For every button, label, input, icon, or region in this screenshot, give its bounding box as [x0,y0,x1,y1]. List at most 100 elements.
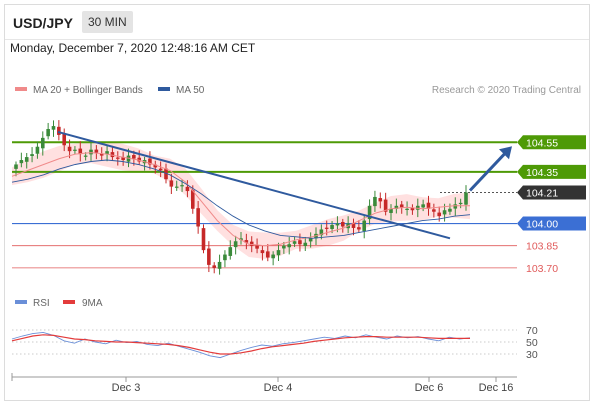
candle-body [30,154,34,157]
candle-body [378,198,383,202]
candle-body [260,250,265,254]
rsi-tick-70: 70 [526,325,538,337]
candle-body [164,168,168,180]
level-label-104-55: 104.55 [526,137,558,149]
candle-body [367,205,372,220]
candle-body [196,208,200,227]
candle-body [201,228,206,251]
time-tick-label: Dec 3 [112,382,141,394]
level-tag-104-55 [517,135,586,150]
candle-body [153,164,158,168]
candle-body [271,254,275,259]
rsi-tick-50: 50 [526,337,538,349]
timeframe-badge[interactable]: 30 MIN [82,11,133,33]
candle-body [340,221,345,227]
candle-body [373,196,377,207]
candle-body [239,238,243,241]
candle-body [169,180,174,187]
level-tag-104-35 [517,164,586,179]
rsi-tick-30: 30 [526,349,538,361]
candle-body [448,208,452,212]
candle-body [319,229,324,236]
candle-body [212,265,217,268]
candle-body [255,245,259,249]
level-tag-104-21 [517,185,586,200]
timestamp-label: Monday, December 7, 2020 12:48:16 AM CET [10,41,256,55]
level-label-104-00: 104.00 [526,219,558,231]
candle-body [303,242,308,246]
chart-frame: USD/JPY 30 MIN [4,4,590,401]
level-label-104-21: 104.21 [526,188,558,200]
candle-body [174,186,179,188]
time-axis: Dec 3 Dec 4 Dec 6 Dec 16 [11,373,517,394]
candle-body [464,192,468,205]
credit-label: Research © 2020 Trading Central [432,85,581,96]
candle-body [399,204,404,208]
candle-body [67,146,72,152]
level-label-103-85: 103.85 [526,241,558,253]
candle-body [244,240,249,243]
candle-body [330,225,334,229]
chart-header: USD/JPY 30 MIN [5,5,589,40]
ma20-line [11,152,470,247]
time-tick-label: Dec 6 [415,382,444,394]
candle-body [89,149,93,155]
candle-body [426,202,431,209]
candle-body [110,152,115,158]
ma9-legend-swatch [63,300,75,304]
candle-body [148,158,152,165]
candle-body [132,155,136,159]
candle-body [308,238,313,242]
candle-body [357,227,361,230]
ma50-line [11,159,471,239]
candle-body [287,244,292,248]
candle-body [298,240,302,245]
forecast-arrow-head [499,146,512,160]
price-pane: 104.55 104.35 104.21 104.00 103.85 103.70 [11,120,586,275]
candle-body [99,154,104,156]
candle-body [51,126,56,130]
candle-body [46,129,50,137]
time-tick-label: Dec 4 [264,382,293,394]
forecast-arrow-shaft [468,151,508,192]
ma9-legend-label: 9MA [82,298,103,309]
rsi-legend-label: RSI [33,298,50,309]
candle-body [282,245,286,249]
candle-body [394,205,399,209]
candle-body [207,248,211,265]
bollinger-band [12,141,470,259]
candle-body [57,126,61,135]
candle-body [217,261,222,269]
ma20-legend-swatch [15,87,27,91]
candle-body [121,156,125,161]
level-label-104-35: 104.35 [526,167,558,179]
candle-body [405,208,409,210]
candle-body [19,160,24,164]
candle-body [24,157,29,162]
candle-body [62,133,67,146]
time-tick-label: Dec 16 [479,382,514,394]
candle-body [265,251,270,258]
candle-body [249,241,254,246]
candle-body [437,212,442,217]
candle-body [276,250,281,256]
candle-body [190,190,195,209]
candle-body [83,155,88,157]
candle-body [35,146,40,154]
candle-body [324,227,329,229]
level-tag-104-00 [517,216,586,231]
downtrend-line [57,131,451,240]
candle-body [40,137,45,149]
candle-body [432,209,436,212]
ma50-legend-swatch [158,87,170,91]
candle-body [158,168,163,171]
candle-body [442,210,447,215]
candle-body [105,151,109,154]
level-label-103-70: 103.70 [526,263,558,275]
candle-body [78,148,83,155]
rsi-ma9-line [11,334,470,355]
candle-body [180,185,184,187]
candle-body [335,223,340,226]
